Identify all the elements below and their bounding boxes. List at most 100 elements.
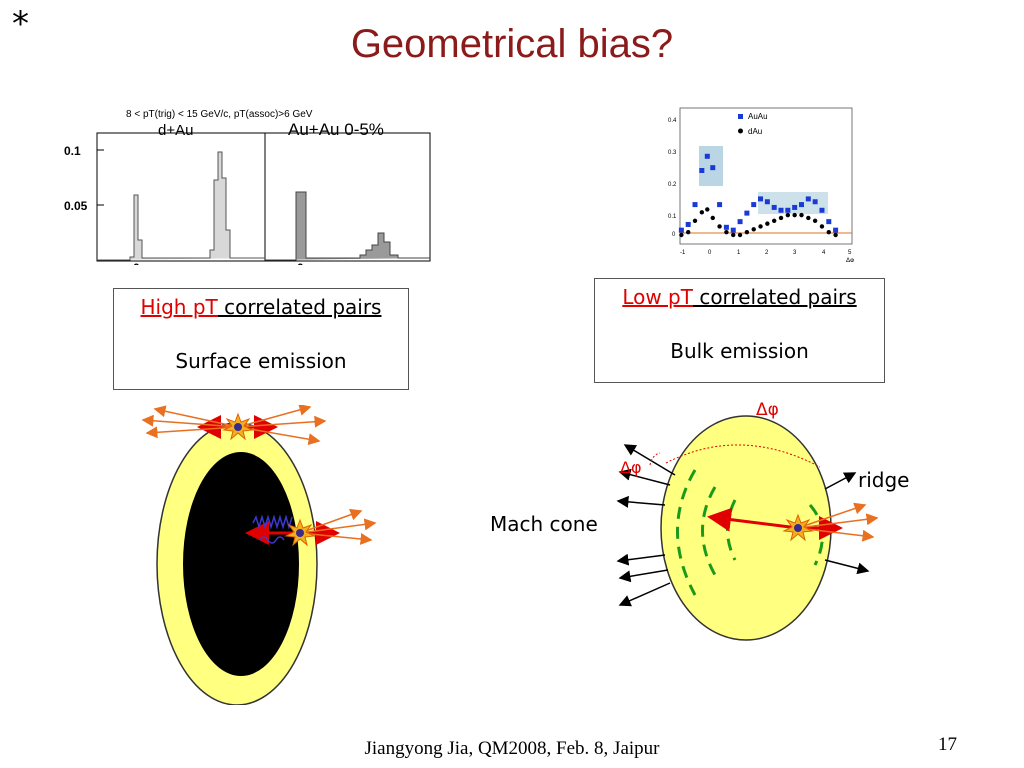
fragment-arrow [237,405,312,428]
dau-point [699,210,705,215]
slide-title: Geometrical bias? [350,22,674,66]
ytick-label: 0.1 [64,144,81,158]
xtick-label: 0 [297,261,304,265]
ridge-arc [665,444,821,468]
auau-point [678,227,684,233]
dphi-arc [649,452,661,466]
legend-auau-label: AuAu [748,112,768,121]
dau-point [758,224,763,229]
auau-point [730,227,736,233]
dau-series [679,207,838,238]
auau-point [710,165,716,171]
dau-point [692,218,698,223]
dau-point [737,232,743,238]
panel-label-dau: d+Au [158,122,193,139]
dau-histogram [97,151,265,261]
dau-point [679,232,684,238]
auau-point [826,219,832,225]
dphi-top-label: Δφ [756,400,779,420]
emission-arrow [623,444,676,476]
left-histogram-figure: 8 < pT(trig) < 15 GeV/c, pT(assoc)>6 GeV… [64,109,431,265]
auau-point [704,153,710,159]
vertex-dot [794,524,802,532]
emission-arrow [618,582,671,607]
emission-arrow [616,553,666,566]
legend-auau-marker [738,114,743,119]
fragment-arrow [153,405,239,428]
high-pt-box: High pT correlated pairs Surface emissio… [113,288,409,390]
ytick-label: 0.2 [668,182,677,188]
emission-arrow [824,472,857,490]
surface-emission-diagram [141,405,377,705]
mach-cone-label: Mach cone [490,512,598,536]
correlated-pairs-label: correlated pairs [692,285,857,309]
dau-point [724,229,729,235]
dau-point [833,232,838,238]
xtick-label: 0 [133,261,140,265]
auau-point [764,199,770,205]
auau-point [744,210,750,216]
panel-label-auau: Au+Au 0-5% [288,120,384,139]
legend-dau-marker [738,128,743,134]
mach-cone-arc [676,469,697,596]
dau-point [744,229,750,235]
auau-point [833,227,839,233]
dau-point [785,212,791,218]
dau-point [705,207,710,212]
left-panel-frame [96,132,266,262]
fragment-arrow [797,527,875,542]
auau-point [798,202,804,208]
auau-point [737,219,743,225]
correlated-pairs-label: correlated pairs [217,295,382,319]
right-panel-frame [264,132,431,262]
fragment-arrow [237,415,327,428]
auau-point [778,207,784,213]
fragment-arrow [299,508,363,534]
low-pt-label: Low pT [622,285,693,309]
vertex-dot [296,529,304,537]
auau-point [758,196,764,202]
xtick-label: -1 [680,250,686,256]
dau-point [799,212,804,218]
dau-point [826,229,831,235]
auau-point [717,202,723,208]
dau-point [717,224,722,229]
auau-point [812,199,818,205]
auau-point [723,224,729,230]
dau-point [710,215,715,221]
auau-point [805,196,811,202]
dphi-left-label: Δφ [620,458,642,477]
asterisk-mark: * [12,4,29,44]
fragment-arrow [797,502,867,529]
dau-point [812,218,818,223]
xtick-label: 2 [765,250,769,256]
dense-core [183,452,299,676]
plot-frame [679,107,853,245]
xtick-label: 1 [737,250,741,256]
dau-point [792,212,797,218]
fragment-arrow [299,532,373,545]
fragment-arrow [145,426,239,439]
bulk-emission-label: Bulk emission [670,339,809,363]
fragment-arrow [141,414,239,428]
bulk-emission-diagram: Δφ Δφ ridge Mach cone [490,400,909,641]
quenched-jet-wiggle [252,514,293,530]
auau-series [678,153,839,233]
xtick-label: π [381,261,388,265]
auau-point [692,202,698,208]
footer-citation: Jiangyong Jia, QM2008, Feb. 8, Jaipur [364,738,660,759]
x-axis-label: Δφ [846,257,854,262]
emission-arrow [618,468,671,486]
surface-emission-label: Surface emission [175,349,347,373]
auau-point [792,204,798,210]
dau-point [771,218,777,223]
right-correlation-figure: 0.4 0.3 0.2 0.1 0 -1 0 1 2 3 4 5 Δφ AuAu… [662,102,862,262]
ytick-label: 0.1 [668,214,677,220]
high-pt-label: High pT [140,295,218,319]
plot-background [662,102,862,262]
jet-arrow [707,507,799,532]
mach-cone-arc [701,486,717,576]
dau-point [778,215,784,221]
emission-arrow [616,495,666,508]
xtick-label: 0 [708,250,712,256]
